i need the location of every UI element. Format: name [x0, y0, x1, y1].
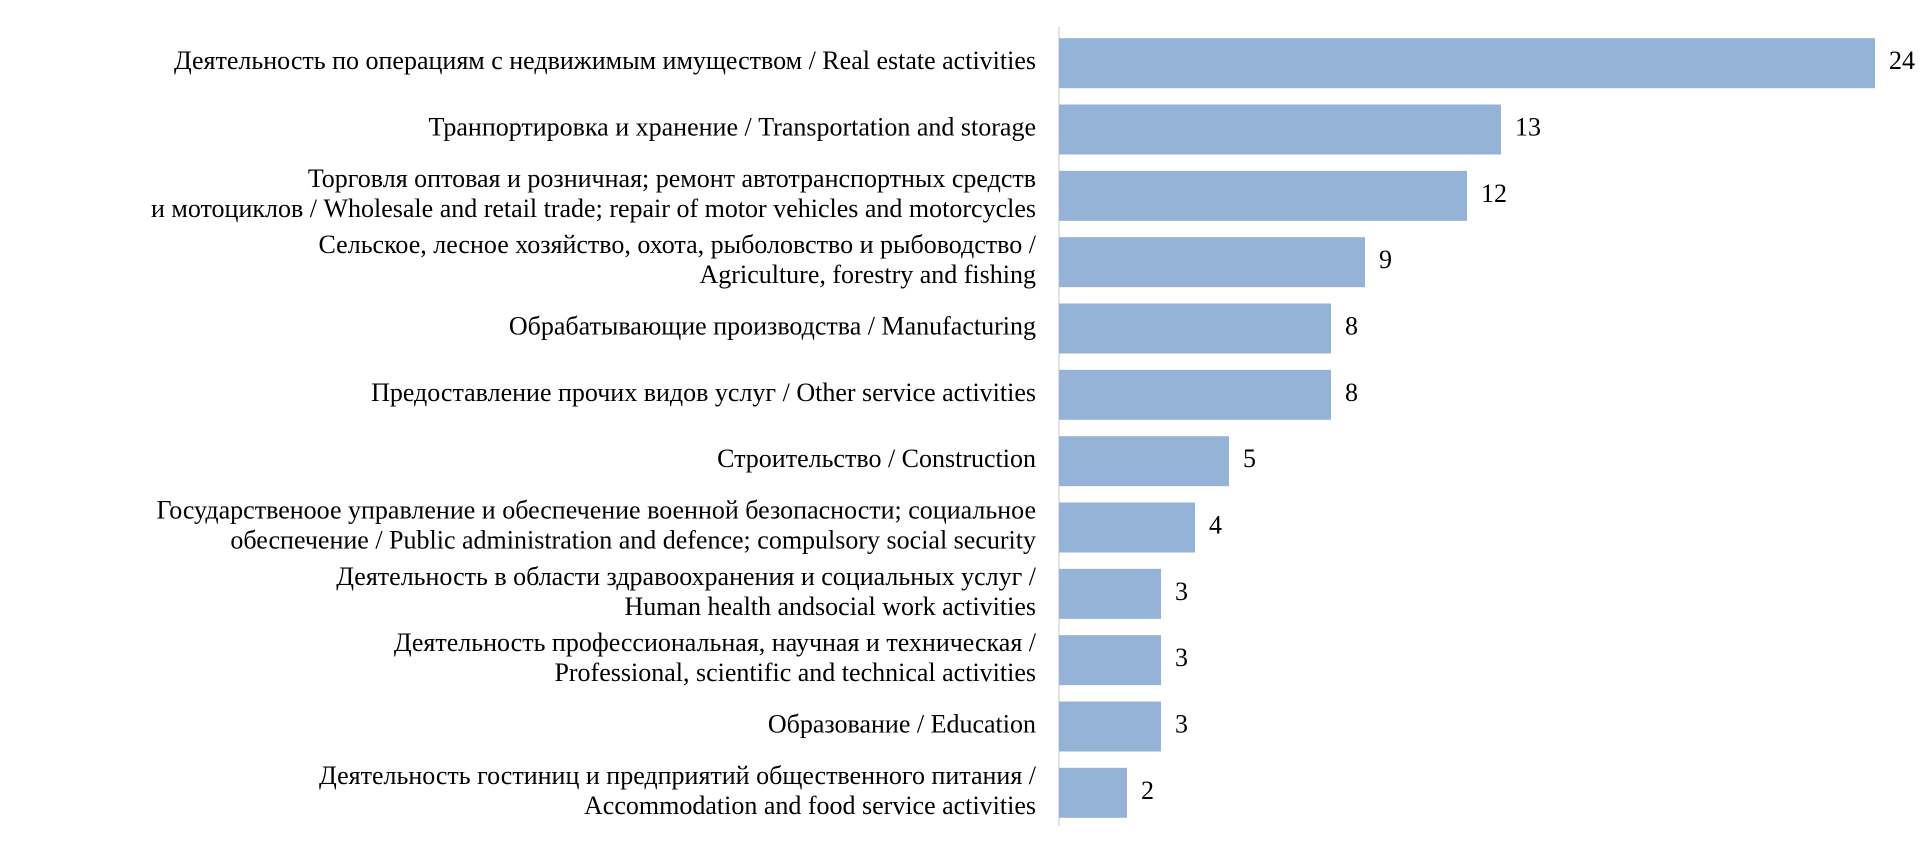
category-label: Образование / Education [768, 709, 1036, 738]
category-label: Professional, scientific and technical a… [554, 658, 1036, 687]
category-label: Деятельность профессиональная, научная и… [394, 628, 1037, 657]
data-label: 3 [1175, 709, 1188, 738]
data-label: 24 [1889, 46, 1915, 75]
category-label: и мотоциклов / Wholesale and retail trad… [151, 194, 1036, 223]
data-label: 9 [1379, 245, 1392, 274]
bar [1059, 635, 1161, 686]
data-label: 3 [1175, 643, 1188, 672]
category-label: Human health andsocial work activities [624, 592, 1036, 621]
category-label: Торговля оптовая и розничная; ремонт авт… [308, 164, 1036, 193]
bar [1059, 767, 1127, 818]
data-label: 2 [1141, 776, 1154, 805]
bar [1059, 436, 1229, 487]
category-label: Предоставление прочих видов услуг / Othe… [371, 378, 1036, 407]
category-label: Деятельность в области здравоохранения и… [336, 562, 1037, 591]
category-label: Сельское, лесное хозяйство, охота, рыбол… [319, 230, 1037, 259]
bar [1059, 701, 1161, 752]
bar [1059, 170, 1467, 221]
bar [1059, 237, 1365, 288]
category-label: Accommodation and food service activitie… [584, 791, 1036, 820]
data-label: 5 [1243, 444, 1256, 473]
category-label: обеспечение / Public administration and … [230, 525, 1036, 554]
category-label: Деятельность гостиниц и предприятий обще… [319, 761, 1037, 790]
bar [1059, 303, 1331, 354]
category-label: Государственоое управление и обеспечение… [156, 495, 1036, 524]
data-label: 8 [1345, 378, 1358, 407]
data-label: 12 [1481, 179, 1507, 208]
category-label: Деятельность по операциям с недвижимым и… [174, 46, 1036, 75]
data-label: 3 [1175, 577, 1188, 606]
category-label: Транпортировка и хранение / Transportati… [428, 112, 1036, 141]
category-label: Agriculture, forestry and fishing [700, 260, 1036, 289]
bar [1059, 104, 1501, 155]
bar [1059, 369, 1331, 420]
bar [1059, 568, 1161, 619]
data-label: 4 [1209, 510, 1222, 539]
category-label: Обрабатывающие производства / Manufactur… [509, 311, 1036, 340]
bar [1059, 502, 1195, 553]
data-label: 13 [1515, 112, 1541, 141]
category-label: Строительство / Construction [717, 444, 1036, 473]
data-label: 8 [1345, 311, 1358, 340]
bar [1059, 38, 1875, 89]
